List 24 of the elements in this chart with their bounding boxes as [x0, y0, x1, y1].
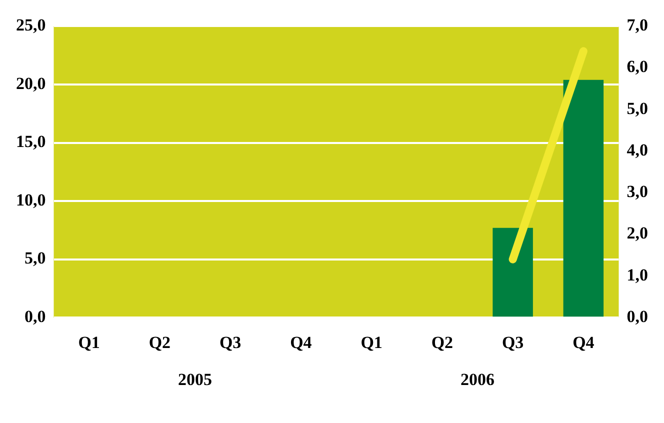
x-tick-label: Q1: [360, 333, 382, 352]
y2-tick-label: 4,0: [626, 140, 648, 160]
x-tick-label: Q4: [290, 333, 312, 352]
y-tick-label: 15,0: [16, 132, 46, 152]
y2-tick-label: 0,0: [626, 306, 648, 326]
x-tick-label: Q1: [78, 333, 100, 352]
x-tick-label: Q3: [219, 333, 242, 352]
x-tick-label: Q3: [502, 333, 524, 352]
y-tick-label: 10,0: [16, 190, 46, 210]
y-tick-label: 20,0: [16, 74, 46, 93]
y-tick-label: 5,0: [24, 248, 46, 268]
y2-tick-label: 5,0: [626, 98, 648, 118]
y2-tick-label: 2,0: [626, 224, 648, 243]
y2-tick-label: 3,0: [626, 182, 648, 202]
y2-tick-label: 6,0: [626, 57, 648, 76]
x-tick-label: Q2: [431, 333, 454, 352]
text: 2006: [460, 370, 494, 389]
text: 2005: [178, 370, 212, 389]
y2-tick-label: 7,0: [626, 16, 648, 35]
x-tick-label: Q4: [572, 333, 595, 352]
x-tick-label: Q2: [148, 333, 171, 352]
y2-tick-label: 1,0: [626, 265, 648, 284]
y-tick-label: 25,0: [16, 16, 46, 35]
y-tick-label: 0,0: [24, 306, 46, 326]
